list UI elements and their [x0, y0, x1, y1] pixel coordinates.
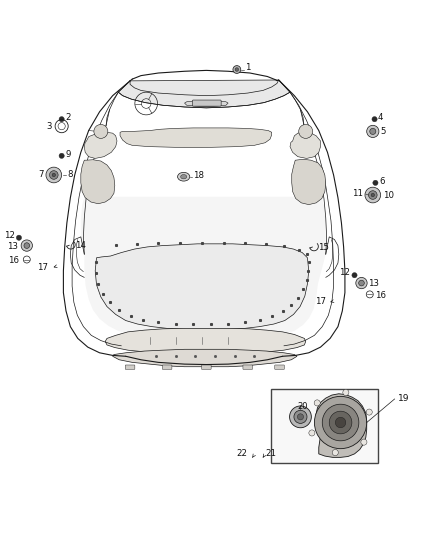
- Circle shape: [373, 180, 378, 185]
- Circle shape: [49, 171, 58, 179]
- Polygon shape: [95, 244, 309, 329]
- Circle shape: [52, 173, 56, 177]
- Text: 7: 7: [39, 171, 44, 180]
- FancyBboxPatch shape: [125, 365, 135, 369]
- Text: 15: 15: [318, 243, 329, 252]
- Polygon shape: [118, 80, 290, 108]
- Text: 13: 13: [368, 279, 379, 288]
- Circle shape: [366, 409, 372, 415]
- Text: 11: 11: [352, 189, 363, 198]
- FancyBboxPatch shape: [275, 365, 284, 369]
- Circle shape: [322, 404, 359, 441]
- Circle shape: [59, 117, 64, 122]
- Polygon shape: [290, 132, 321, 158]
- Polygon shape: [316, 394, 367, 457]
- Text: 4: 4: [378, 113, 384, 122]
- Ellipse shape: [180, 174, 187, 179]
- Text: 9: 9: [65, 150, 71, 159]
- FancyBboxPatch shape: [162, 365, 172, 369]
- Text: 1: 1: [245, 63, 250, 72]
- Text: 16: 16: [8, 256, 19, 265]
- Circle shape: [297, 414, 304, 420]
- Circle shape: [359, 280, 364, 286]
- Circle shape: [314, 397, 367, 449]
- Text: 17: 17: [315, 297, 326, 306]
- Text: 6: 6: [379, 177, 385, 187]
- FancyBboxPatch shape: [271, 390, 378, 464]
- Circle shape: [343, 390, 349, 395]
- Polygon shape: [184, 100, 228, 107]
- Circle shape: [16, 235, 21, 240]
- Circle shape: [290, 406, 311, 428]
- Polygon shape: [105, 328, 306, 354]
- Circle shape: [314, 400, 320, 406]
- Text: 5: 5: [381, 127, 386, 136]
- Ellipse shape: [177, 172, 190, 181]
- Text: 17: 17: [37, 263, 48, 272]
- Text: 13: 13: [7, 242, 18, 251]
- Text: 8: 8: [68, 171, 73, 180]
- Text: 18: 18: [193, 171, 204, 180]
- Circle shape: [21, 240, 32, 251]
- FancyBboxPatch shape: [192, 100, 221, 106]
- Circle shape: [367, 125, 379, 138]
- Text: 2: 2: [65, 113, 71, 122]
- Circle shape: [370, 128, 376, 134]
- Polygon shape: [81, 197, 326, 338]
- Text: 10: 10: [383, 190, 394, 199]
- Circle shape: [59, 153, 64, 158]
- Text: 22: 22: [236, 449, 247, 457]
- Circle shape: [365, 187, 381, 203]
- Text: 16: 16: [375, 291, 386, 300]
- Polygon shape: [113, 349, 297, 367]
- Polygon shape: [84, 132, 117, 158]
- Circle shape: [235, 68, 239, 71]
- Circle shape: [372, 117, 377, 122]
- Circle shape: [336, 417, 346, 428]
- Text: 12: 12: [339, 268, 350, 277]
- Circle shape: [332, 449, 338, 456]
- Circle shape: [361, 439, 367, 445]
- Polygon shape: [120, 128, 272, 148]
- Text: 20: 20: [297, 402, 307, 411]
- Circle shape: [299, 124, 313, 139]
- FancyBboxPatch shape: [243, 365, 253, 369]
- Text: 14: 14: [75, 241, 86, 250]
- Polygon shape: [292, 159, 326, 205]
- Circle shape: [371, 193, 374, 197]
- Circle shape: [352, 272, 357, 278]
- Polygon shape: [81, 160, 115, 204]
- Text: 19: 19: [398, 394, 410, 403]
- Circle shape: [94, 124, 108, 139]
- Circle shape: [356, 277, 367, 289]
- Text: 3: 3: [46, 122, 52, 131]
- Text: 12: 12: [4, 231, 14, 240]
- Circle shape: [24, 243, 30, 248]
- Circle shape: [309, 430, 315, 436]
- Circle shape: [329, 411, 352, 434]
- Text: 21: 21: [265, 449, 277, 457]
- Circle shape: [46, 167, 62, 183]
- Circle shape: [233, 66, 241, 74]
- Circle shape: [368, 191, 377, 199]
- Circle shape: [294, 410, 307, 423]
- FancyBboxPatch shape: [201, 365, 211, 369]
